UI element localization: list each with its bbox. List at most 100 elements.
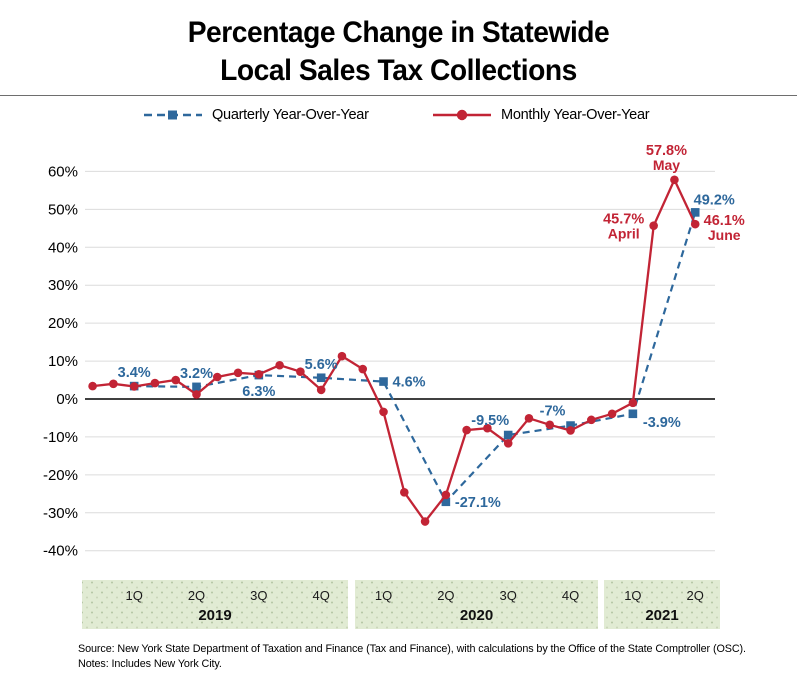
monthly-marker xyxy=(420,517,430,526)
quarter-label: 2Q xyxy=(687,588,704,603)
y-tick-label: -40% xyxy=(43,543,78,560)
quarter-label: 4Q xyxy=(562,588,579,603)
year-label: 2019 xyxy=(198,607,231,624)
quarterly-point-label: -27.1% xyxy=(455,495,501,511)
quarter-label: 4Q xyxy=(313,588,330,603)
monthly-marker xyxy=(129,382,139,391)
monthly-marker xyxy=(171,375,181,385)
y-tick-label: 10% xyxy=(48,353,78,370)
source-note: Source: New York State Department of Tax… xyxy=(78,643,746,655)
y-tick-label: 20% xyxy=(48,315,78,332)
quarterly-marker xyxy=(690,208,700,217)
notes-line: Notes: Includes New York City. xyxy=(78,658,222,670)
y-tick-label: 40% xyxy=(48,239,78,256)
quarterly-point-label: 3.4% xyxy=(118,365,151,381)
monthly-point-label-month: April xyxy=(608,226,640,242)
quarter-label: 2Q xyxy=(437,588,454,603)
year-label: 2020 xyxy=(460,607,493,624)
year-band-2021: 1Q 2Q 2021 xyxy=(604,580,720,629)
monthly-point-label-value: 57.8% xyxy=(646,143,687,159)
monthly-marker xyxy=(192,390,201,399)
y-tick-label: 60% xyxy=(48,163,78,180)
chart-footer: Source: New York State Department of Tax… xyxy=(78,642,746,672)
monthly-point-label-value: 45.7% xyxy=(603,212,644,228)
y-tick-label: -30% xyxy=(43,505,78,522)
quarterly-point-label: 3.2% xyxy=(180,366,213,382)
quarter-label: 2Q xyxy=(188,588,205,603)
quarterly-legend-swatch-icon xyxy=(144,110,203,119)
quarterly-point-labels: 3.4% 3.2% 6.3% 5.6% 4.6% -27.1% -9.5% -7% -3.9% 4… xyxy=(118,192,735,510)
monthly-legend-swatch-icon xyxy=(432,109,491,120)
monthly-marker xyxy=(316,385,326,395)
gridlines: 60% 50% 40% 30% 20% 10% 0% -10% -20% -30% -40% xyxy=(43,163,715,560)
quarterly-marker xyxy=(441,497,451,507)
chart-legend: Quarterly Year-Over-Year Monthly Year-Ov… xyxy=(0,106,797,123)
y-tick-label: 0% xyxy=(56,391,78,408)
monthly-point-labels: 45.7%April 57.8%May 46.1%June xyxy=(603,143,745,243)
monthly-marker xyxy=(88,381,97,391)
quarterly-marker xyxy=(379,377,388,386)
year-label: 2021 xyxy=(645,607,678,624)
year-band-2019: 1Q 2Q 3Q 4Q 2019 xyxy=(82,580,348,629)
quarter-label: 3Q xyxy=(500,588,517,603)
monthly-marker xyxy=(358,364,368,374)
quarterly-marker xyxy=(566,421,575,430)
quarter-label: 3Q xyxy=(250,588,267,603)
monthly-marker xyxy=(441,490,451,500)
quarterly-series-line xyxy=(134,212,697,504)
monthly-marker xyxy=(628,398,638,408)
quarter-label: 1Q xyxy=(624,588,641,603)
quarterly-point-label: 6.3% xyxy=(242,384,275,400)
quarterly-point-label: -3.9% xyxy=(643,415,681,431)
monthly-marker xyxy=(524,414,534,423)
monthly-marker xyxy=(649,221,658,230)
y-tick-label: -10% xyxy=(43,429,78,446)
legend-label-monthly: Monthly Year-Over-Year xyxy=(500,106,650,123)
monthly-marker xyxy=(462,425,471,435)
monthly-marker xyxy=(400,488,409,497)
monthly-marker xyxy=(212,372,222,382)
monthly-marker xyxy=(233,368,243,378)
year-band-2020: 1Q 2Q 3Q 4Q 2020 xyxy=(355,580,598,629)
monthly-marker xyxy=(566,426,575,435)
monthly-marker xyxy=(150,378,160,388)
monthly-marker xyxy=(296,367,305,376)
quarterly-series xyxy=(129,208,700,507)
monthly-point-label-month: May xyxy=(653,157,680,173)
y-tick-label: -20% xyxy=(43,467,78,484)
monthly-marker xyxy=(337,351,347,361)
chart-title-line2: Local Sales Tax Collections xyxy=(220,54,577,87)
monthly-marker xyxy=(690,219,700,229)
quarterly-point-label: 4.6% xyxy=(393,375,426,391)
monthly-marker xyxy=(254,370,264,379)
quarterly-marker xyxy=(628,409,638,419)
monthly-marker xyxy=(607,409,617,419)
monthly-marker xyxy=(670,175,679,185)
title-divider xyxy=(0,95,797,96)
y-tick-label: 50% xyxy=(48,201,78,218)
quarterly-point-label: -9.5% xyxy=(471,413,509,429)
monthly-marker xyxy=(275,360,284,370)
monthly-marker xyxy=(483,423,492,433)
quarterly-point-label: 49.2% xyxy=(694,192,735,208)
quarterly-marker xyxy=(192,382,201,392)
monthly-marker xyxy=(587,415,596,425)
monthly-marker xyxy=(503,439,513,448)
monthly-point-label-month: June xyxy=(708,227,741,243)
legend-label-quarterly: Quarterly Year-Over-Year xyxy=(212,106,369,123)
monthly-series xyxy=(88,175,700,526)
quarterly-marker xyxy=(503,430,513,440)
monthly-series-line xyxy=(92,177,697,524)
monthly-marker xyxy=(545,420,555,430)
chart-title-line1: Percentage Change in Statewide xyxy=(187,16,610,49)
monthly-marker xyxy=(379,407,388,417)
quarterly-marker xyxy=(316,373,326,383)
y-tick-label: 30% xyxy=(48,277,78,294)
monthly-marker xyxy=(109,379,118,389)
legend-item-monthly: Monthly Year-Over-Year xyxy=(432,106,654,123)
quarterly-point-label: 5.6% xyxy=(305,357,338,373)
chart-title: Percentage Change in Statewide Local Sal… xyxy=(24,14,773,90)
quarterly-point-label: -7% xyxy=(540,404,566,420)
